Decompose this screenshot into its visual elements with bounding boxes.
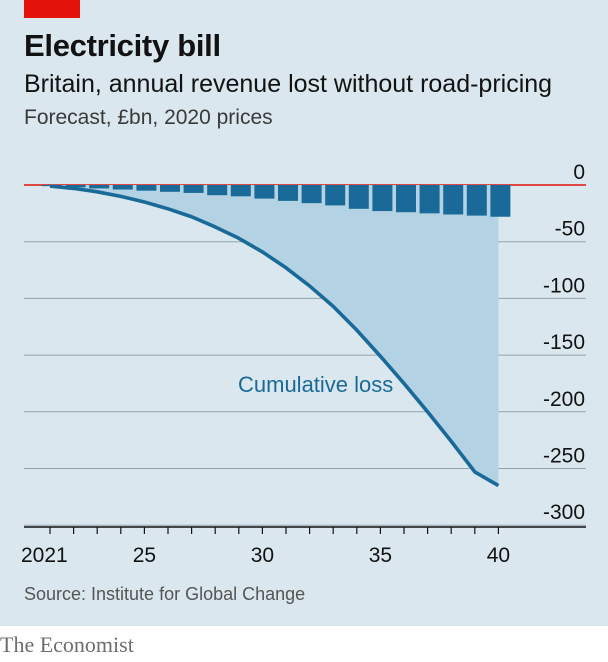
annual-bar [112,185,133,190]
annual-bar [65,185,86,188]
annual-bar [325,185,346,206]
y-tick-label: -150 [543,331,585,354]
cumulative-line [49,184,500,488]
annual-bar [278,185,298,201]
annual-bar [254,185,275,199]
y-tick-label: -250 [543,445,585,468]
annual-bar [348,185,369,209]
y-tick-label: -200 [543,388,585,411]
x-tick-label: 25 [133,544,156,567]
annual-bar [396,185,416,213]
annual-bar [230,185,251,197]
cumulative-area [50,185,499,486]
x-tick-label: 40 [487,544,510,567]
x-tick-label: 30 [251,544,274,567]
annual-bar [301,185,322,204]
x-axis [24,526,586,534]
annual-bar [136,185,157,191]
cumulative-area-fill [50,185,499,486]
x-tick-label: 35 [369,544,392,567]
annual-bar [160,185,180,192]
chart-svg: 0 -50 -100 -150 -200 -250 -300 2021 25 30 35 40 Cum… [21,161,586,567]
y-tick-label: -100 [543,274,585,297]
annual-bars [42,185,511,217]
chart-units: Forecast, £bn, 2020 prices [24,106,273,129]
annual-bar [372,185,393,212]
cumulative-line-path [49,184,500,488]
annotation-cumulative-loss: Cumulative loss [238,372,393,397]
source-note: Source: Institute for Global Change [24,584,306,604]
tick-labels: 0 -50 -100 -150 -200 -250 -300 2021 25 30 35 40 [21,161,585,567]
annual-bar [443,185,464,215]
y-tick-label: -300 [543,501,585,524]
annual-bar [183,185,204,193]
annual-bar [466,185,487,216]
x-tick-label: 2021 [21,544,68,567]
brand-red-tag [24,0,80,18]
y-tick-label: -50 [555,218,585,241]
brand-logo: The Economist [0,632,134,657]
chart-panel [0,0,608,626]
annual-bar [490,185,511,217]
chart-subtitle: Britain, annual revenue lost without roa… [24,70,553,98]
annual-bar [419,185,440,214]
annual-bar [89,185,110,189]
chart-title: Electricity bill [24,28,221,63]
annual-bar [207,185,228,196]
y-tick-label: 0 [573,161,585,184]
